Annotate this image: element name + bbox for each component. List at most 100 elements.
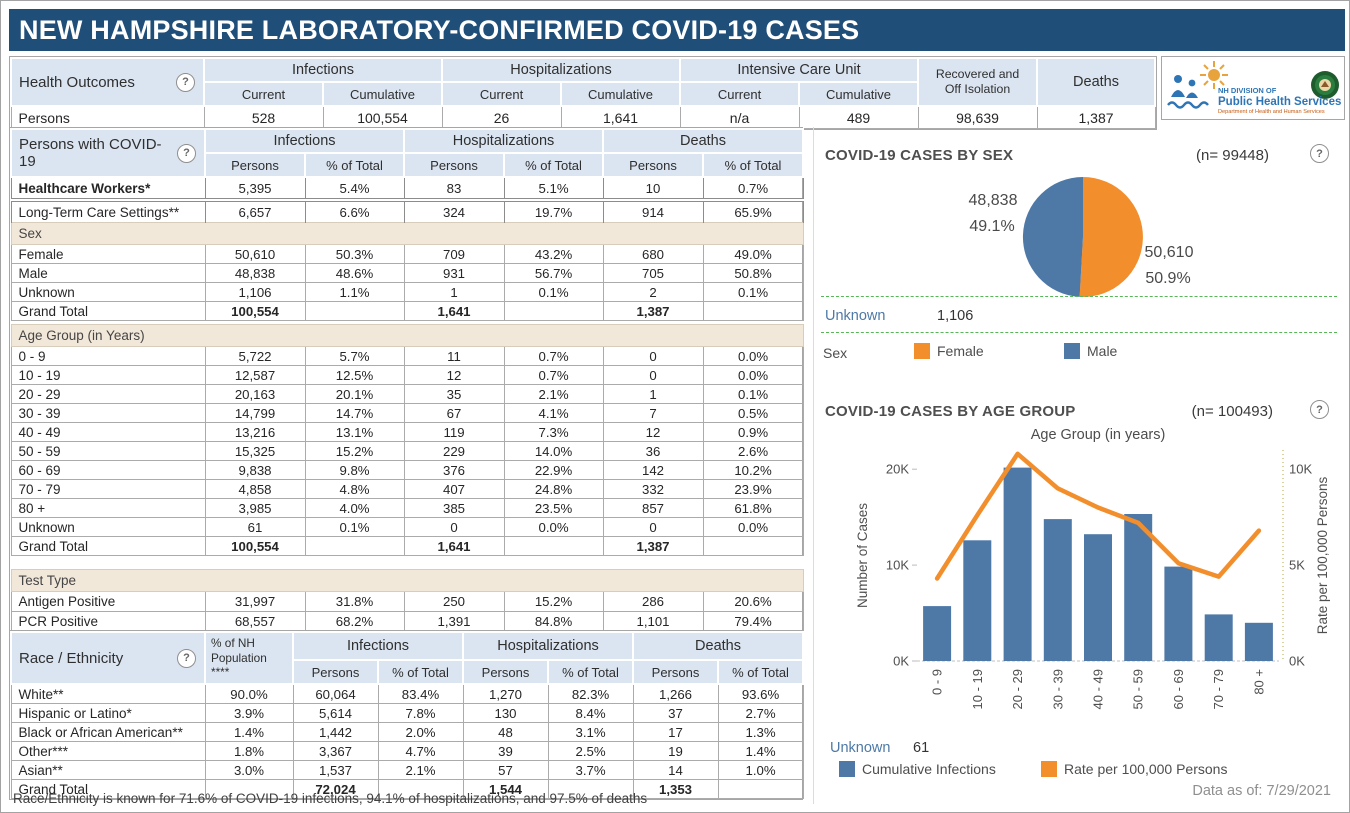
- sex-pie-chart: 48,838 49.1% 50,610 50.9%: [969, 176, 1194, 297]
- legend-item-female[interactable]: Female: [914, 343, 984, 359]
- cell: 5.4%: [304, 176, 405, 199]
- cell: 229: [403, 441, 505, 461]
- bar[interactable]: [1003, 467, 1032, 661]
- logo-org-text: NH DIVISION OF: [1218, 86, 1277, 95]
- help-icon[interactable]: ?: [1310, 144, 1329, 163]
- bar[interactable]: [963, 540, 992, 661]
- cell: [304, 536, 405, 556]
- header-row: Persons% of Total Persons% of Total Person…: [11, 659, 805, 685]
- help-icon[interactable]: ?: [176, 72, 195, 92]
- right-axis-label: Rate per 100,000 Persons: [1315, 476, 1330, 634]
- rate-line[interactable]: [934, 451, 1262, 581]
- table-label-flex: Race / Ethnicity?: [19, 648, 202, 668]
- row-label: 50 - 59: [10, 441, 206, 461]
- logo-name-text: Public Health Services: [1218, 96, 1341, 108]
- sex-unknown-label[interactable]: Unknown: [825, 308, 886, 324]
- bar[interactable]: [923, 606, 952, 661]
- cell: 0.1%: [702, 384, 804, 404]
- table-row: White** 90.0% 60,064 83.4% 1,270 82.3% 1,266 93…: [10, 683, 804, 704]
- cell: 83.4%: [377, 683, 464, 704]
- cell: 7.8%: [377, 703, 464, 723]
- column-group-header: Infections: [202, 57, 444, 83]
- cell: 23.9%: [702, 479, 804, 499]
- column-header-population: % of NH Population ****: [204, 631, 294, 685]
- legend-swatch: [914, 343, 930, 359]
- cell: 0.7%: [702, 176, 804, 199]
- help-icon[interactable]: ?: [177, 648, 196, 668]
- column-header: Deaths: [1036, 57, 1157, 107]
- cell: 36: [602, 441, 704, 461]
- age-chart-n: (n= 100493): [1191, 403, 1273, 420]
- header-row: Persons% of Total Persons% of Total Person…: [11, 152, 805, 178]
- cell: 332: [602, 479, 704, 499]
- cell: 1,101: [602, 611, 704, 632]
- row-label: 70 - 79: [10, 479, 206, 499]
- bar[interactable]: [1244, 622, 1273, 661]
- table-row: Asian** 3.0% 1,537 2.1% 57 3.7% 14 1.0%: [10, 760, 804, 780]
- cell: 0.7%: [503, 346, 604, 366]
- column-group-header: Hospitalizations: [462, 631, 635, 661]
- male-value-label: 48,838: [969, 192, 1018, 209]
- cell: 8.4%: [547, 703, 634, 723]
- cell: 1,353: [632, 779, 719, 799]
- section-title: Sex: [10, 222, 804, 245]
- cell: 19.7%: [503, 201, 604, 223]
- legend-label: Rate per 100,000 Persons: [1064, 761, 1228, 777]
- row-label: Persons: [10, 105, 205, 129]
- row-spacer-cell: [11, 555, 804, 570]
- age-unknown-value: 61: [913, 740, 930, 756]
- cell: 20,163: [204, 384, 306, 404]
- pie-slice-male[interactable]: [1022, 176, 1083, 297]
- table-row: 20 - 29 20,163 20.1% 35 2.1% 1 0.1%: [10, 384, 804, 404]
- cell: 48: [462, 722, 549, 742]
- bar[interactable]: [1164, 566, 1193, 661]
- x-axis-label: 80 +: [1251, 669, 1266, 695]
- cell: 31,997: [204, 591, 306, 612]
- bar[interactable]: [1084, 534, 1112, 661]
- row-spacer-cell: [11, 320, 804, 325]
- female-value-label: 50,610: [1145, 244, 1194, 261]
- table-row: 40 - 49 13,216 13.1% 119 7.3% 12 0.9%: [10, 422, 804, 442]
- pie-slice-female[interactable]: [1079, 177, 1143, 297]
- cell: 1.4%: [717, 741, 804, 761]
- legend-item-cumulative-infections[interactable]: Cumulative Infections: [839, 761, 996, 777]
- persons-with-covid-table: Persons with COVID-19? Infections Hospital…: [9, 127, 805, 653]
- legend-label: Male: [1087, 343, 1118, 359]
- cases-by-sex-panel: COVID-19 CASES BY SEX (n= 99448) ? 48,83…: [817, 133, 1343, 385]
- right-axis-tick: 10K: [1289, 462, 1312, 477]
- panel-divider: [813, 127, 814, 804]
- page-title: NEW HAMPSHIRE LABORATORY-CONFIRMED COVID…: [9, 9, 1345, 51]
- age-legend: Cumulative Infections Rate per 100,000 Pe…: [817, 761, 1343, 781]
- bar[interactable]: [1204, 614, 1233, 661]
- help-icon[interactable]: ?: [177, 143, 196, 163]
- row-label: 80 +: [10, 498, 206, 518]
- cell: 4,858: [204, 479, 306, 499]
- cell: 5,614: [292, 703, 379, 723]
- cell: 1,537: [292, 760, 379, 780]
- cell: 4.7%: [377, 741, 464, 761]
- male-pct-label: 49.1%: [969, 218, 1014, 235]
- legend-item-rate-per-100-000-persons[interactable]: Rate per 100,000 Persons: [1041, 761, 1227, 777]
- cell: 14.0%: [503, 441, 604, 461]
- cell: 68.2%: [304, 611, 405, 632]
- bar[interactable]: [1043, 519, 1072, 661]
- left-axis-label: Number of Cases: [855, 503, 870, 608]
- bar[interactable]: [1124, 514, 1153, 661]
- cell: 0.1%: [304, 517, 405, 537]
- row-label: Asian**: [10, 760, 206, 780]
- age-unknown-label[interactable]: Unknown: [830, 740, 891, 756]
- help-icon[interactable]: ?: [1310, 400, 1329, 419]
- race-footnote: Race/Ethnicity is known for 71.6% of COV…: [13, 791, 648, 806]
- cell: 20.1%: [304, 384, 405, 404]
- cell: 60,064: [292, 683, 379, 704]
- cell: 2.6%: [702, 441, 804, 461]
- legend-swatch: [839, 761, 855, 777]
- logo-dept-text: Department of Health and Human Services: [1218, 109, 1325, 115]
- table-label-text: Race / Ethnicity: [19, 649, 124, 667]
- cell: [702, 536, 804, 556]
- cell: 20.6%: [702, 591, 804, 612]
- cell: 14.7%: [304, 403, 405, 423]
- column-group-header: Deaths: [602, 128, 805, 154]
- cell: 857: [602, 498, 704, 518]
- legend-item-male[interactable]: Male: [1064, 343, 1117, 359]
